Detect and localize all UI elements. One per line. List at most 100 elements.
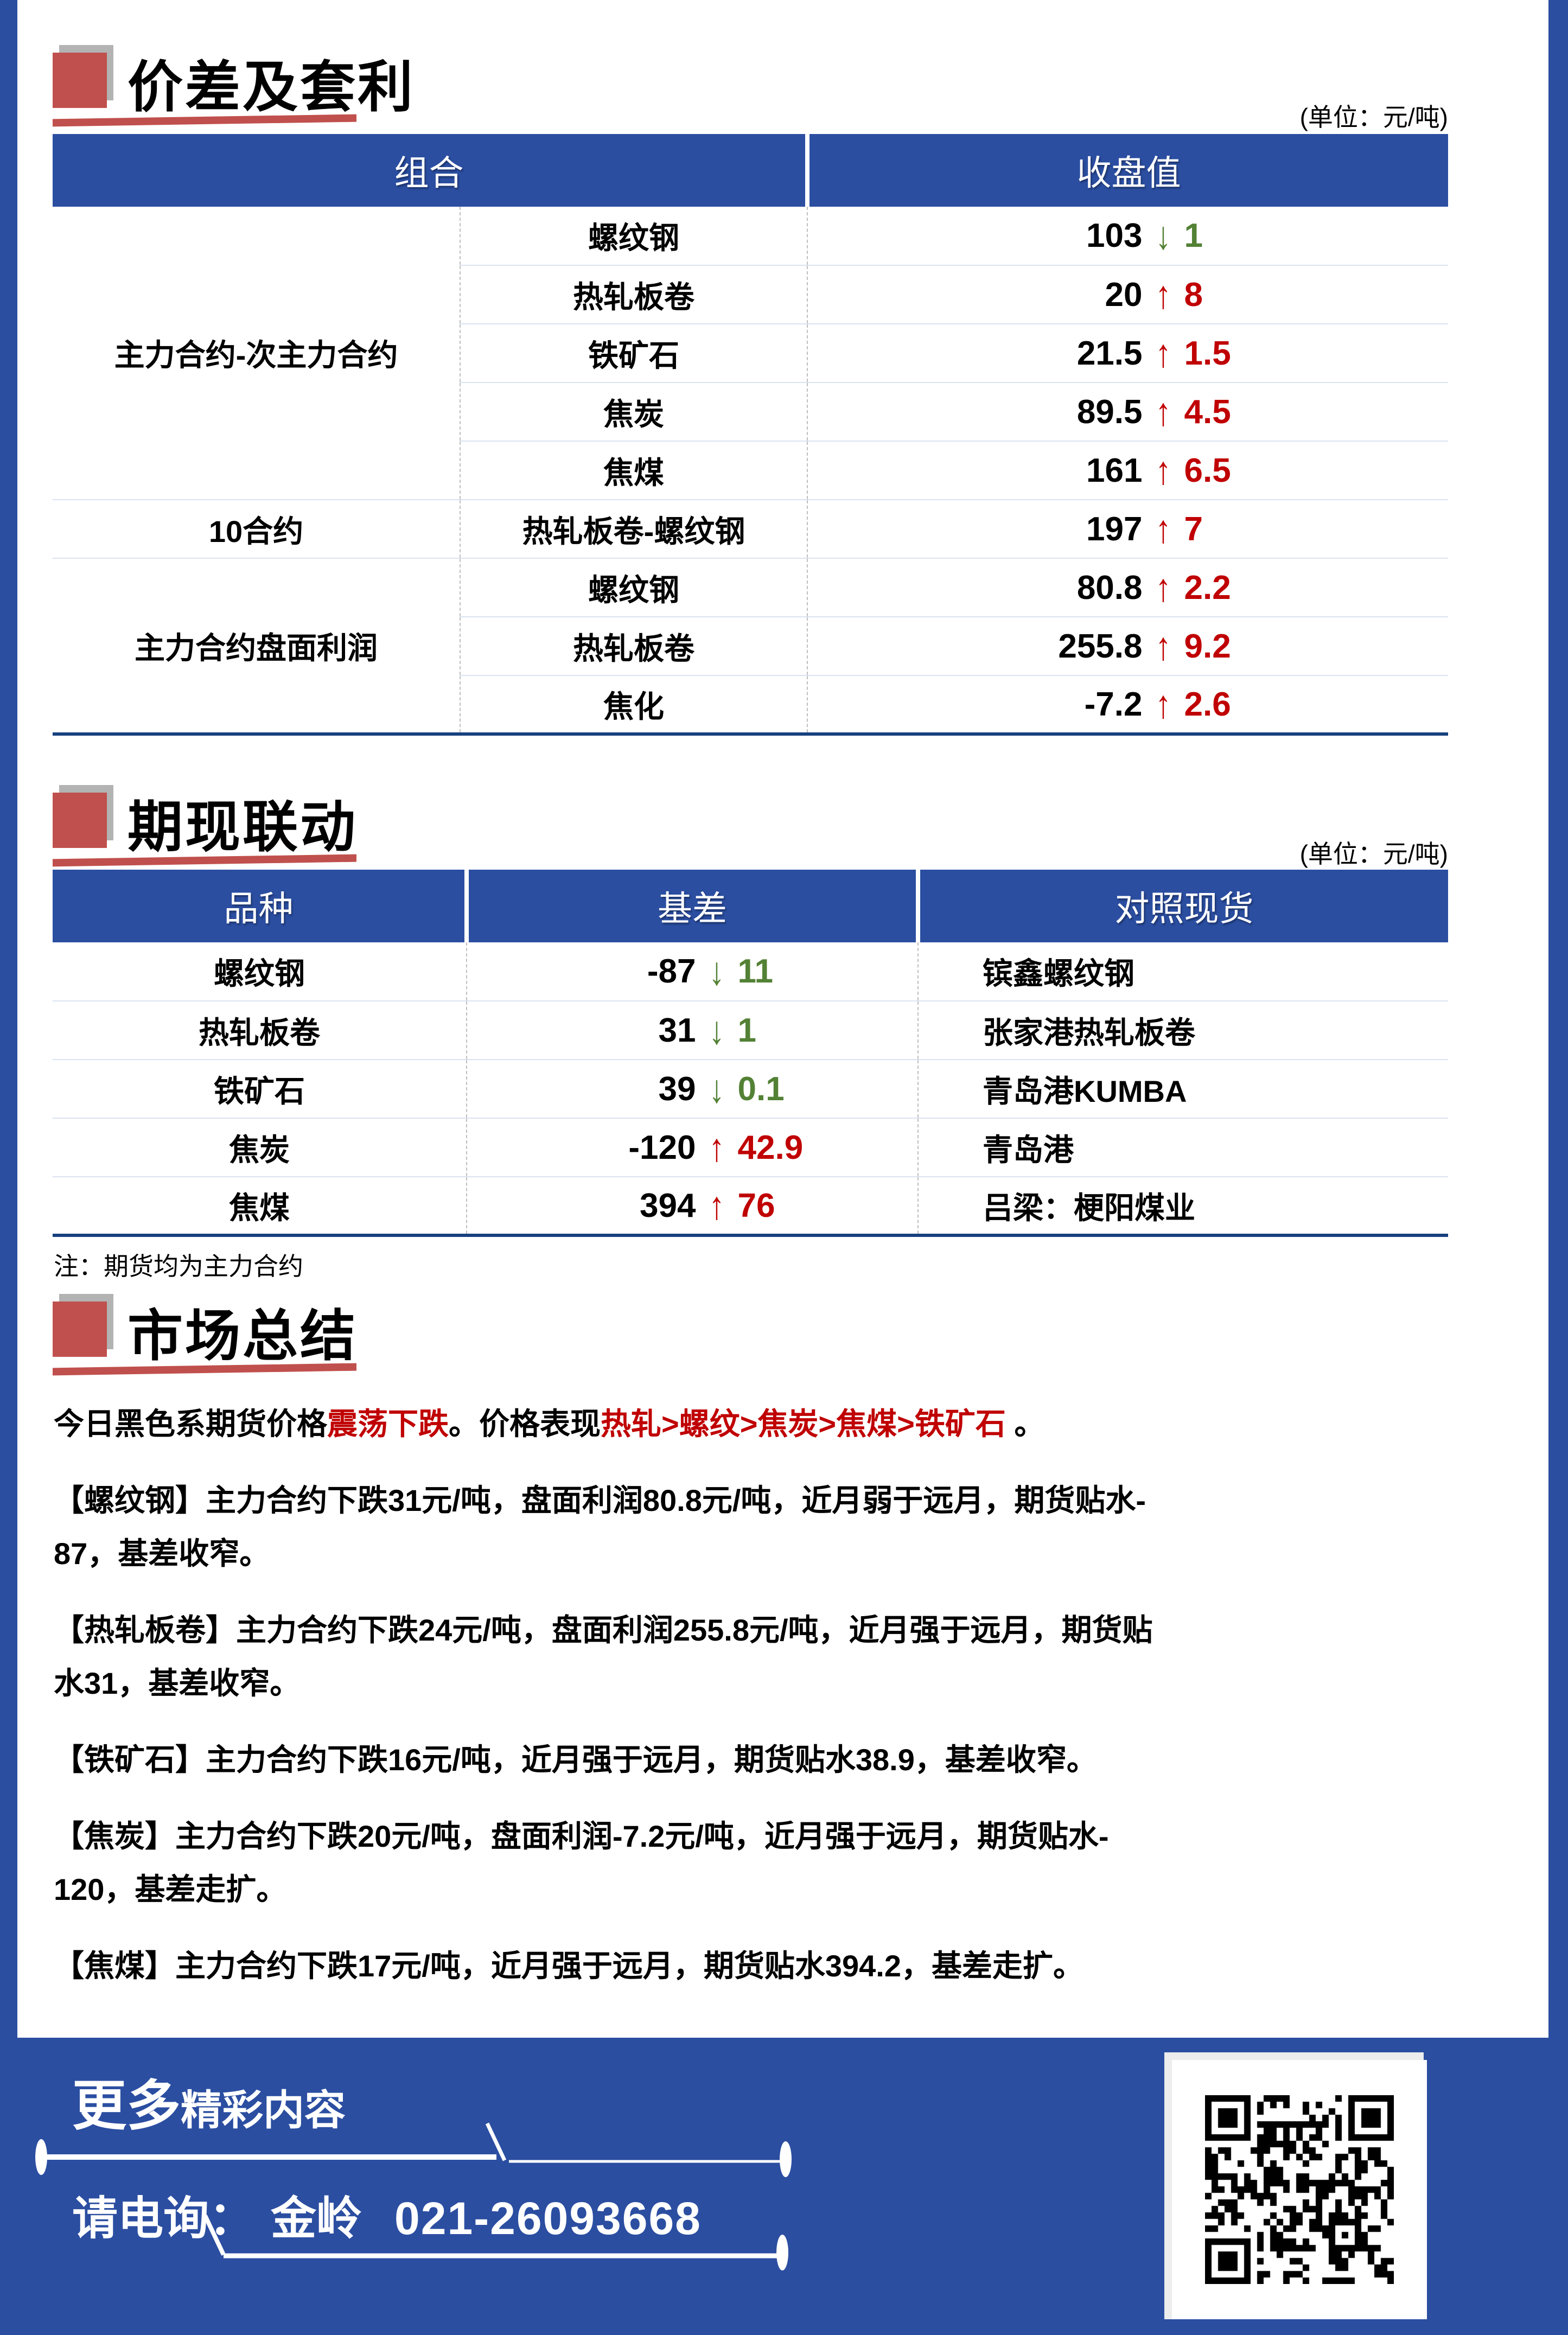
value-cluster: 255.8 ↑ 9.2: [808, 624, 1448, 668]
summary-text-segment: 。: [1005, 1407, 1045, 1441]
section-title: 市场总结: [128, 1305, 358, 1367]
title-underline: [53, 854, 356, 867]
change-value: 42.9: [737, 1128, 804, 1166]
value-cluster: 394 ↑ 76: [467, 1183, 917, 1227]
summary-text-segment: 今日黑色系期货价格: [54, 1407, 327, 1441]
item-cell: 热轧板卷: [460, 265, 807, 324]
summary-text-segment: 87，基差收窄。: [54, 1536, 270, 1571]
value-number: 161: [1086, 451, 1143, 489]
unit-label: (单位：元/吨): [1299, 840, 1448, 868]
table-row: 螺纹钢 -87 ↓ 11 镔鑫螺纹钢: [53, 942, 1448, 1001]
section-head-spread-arbitrage: 价差及套利: [53, 45, 1138, 132]
item-cell: 铁矿石: [53, 1059, 467, 1118]
item-cell: 铁矿石: [460, 323, 807, 382]
up-arrow-icon: ↑: [1155, 565, 1171, 610]
value-number: 394: [640, 1186, 696, 1224]
summary-text-segment: 。价格表现: [449, 1407, 601, 1441]
futures-spot-table: 品种 基差 对照现货 螺纹钢 -87 ↓ 11 镔鑫螺纹钢 热轧板卷 31 ↓ 1 张家港热轧板卷…: [53, 870, 1448, 1237]
summary-paragraph: 【螺纹钢】主力合约下跌31元/吨，盘面利润80.8元/吨，近月弱于远月，期货贴水…: [54, 1474, 1454, 1580]
down-arrow-icon: ↓: [709, 1067, 725, 1111]
change-value: 1: [737, 1011, 756, 1049]
value-cell: 103 ↓ 1: [807, 207, 1448, 265]
table-footnote: 注：期货均为主力合约: [54, 1252, 303, 1280]
value-cluster: 31 ↓ 1: [467, 1008, 917, 1052]
summary-line: 【螺纹钢】主力合约下跌31元/吨，盘面利润80.8元/吨，近月弱于远月，期货贴水…: [54, 1474, 1454, 1527]
table-row: 铁矿石 21.5 ↑ 1.5: [53, 323, 1448, 382]
item-cell: 热轧板卷: [460, 616, 807, 675]
column-header-variety: 品种: [53, 870, 467, 942]
value-number: -120: [628, 1128, 696, 1166]
change-value: 4.5: [1184, 393, 1231, 431]
column-header-basis: 基差: [464, 870, 918, 942]
section-title: 期现联动: [128, 796, 358, 858]
value-cell: 89.5 ↑ 4.5: [807, 382, 1448, 441]
table-row: 热轧板卷 31 ↓ 1 张家港热轧板卷: [53, 1000, 1448, 1060]
value-number: 197: [1086, 510, 1143, 548]
value-number: 20: [1105, 276, 1143, 314]
summary-text-segment: 【焦煤】主力合约下跌17元/吨，近月强于远月，期货贴水394.2，基差走扩。: [54, 1949, 1083, 1983]
item-cell: 螺纹钢: [460, 558, 807, 617]
change-value: 76: [737, 1186, 775, 1224]
column-header-close: 收盘值: [805, 134, 1448, 207]
value-cell: 255.8 ↑ 9.2: [807, 616, 1448, 675]
summary-line: 120，基差走扩。: [54, 1863, 1454, 1916]
value-cell: 39 ↓ 0.1: [466, 1059, 918, 1118]
summary-text-segment: 震荡下跌: [327, 1407, 449, 1441]
table-header-row: 组合 收盘值: [53, 134, 1448, 207]
title-underline: [53, 114, 356, 127]
value-cluster: 197 ↑ 7: [808, 507, 1448, 551]
footer-more-small: 精彩内容: [181, 2088, 346, 2134]
summary-line: 87，基差收窄。: [54, 1527, 1454, 1580]
summary-text-segment: 120，基差走扩。: [54, 1872, 287, 1906]
table-row: 焦炭 89.5 ↑ 4.5: [53, 382, 1448, 441]
value-cell: -7.2 ↑ 2.6: [807, 675, 1448, 734]
up-arrow-icon: ↑: [1155, 272, 1171, 317]
summary-paragraph: 今日黑色系期货价格震荡下跌。价格表现热轧>螺纹>焦炭>焦煤>铁矿石 。: [54, 1398, 1454, 1451]
table-row: 热轧板卷 255.8 ↑ 9.2: [53, 616, 1448, 675]
down-arrow-icon: ↓: [1155, 213, 1171, 258]
change-value: 6.5: [1184, 451, 1231, 489]
value-cell: 31 ↓ 1: [466, 1000, 918, 1060]
summary-text-segment: 水31，基差收窄。: [54, 1666, 301, 1700]
value-number: -87: [647, 953, 696, 990]
contact-name: 金岭: [271, 2193, 362, 2244]
group-cell: 10合约: [53, 499, 460, 558]
change-value: 2.2: [1184, 569, 1231, 607]
summary-paragraph: 【焦煤】主力合约下跌17元/吨，近月强于远月，期货贴水394.2，基差走扩。: [54, 1940, 1454, 1993]
title-block-icon: [53, 1302, 107, 1357]
qr-code: [1205, 2095, 1394, 2284]
table-row: 焦炭 -120 ↑ 42.9 青岛港: [53, 1118, 1448, 1177]
value-cell: 161 ↑ 6.5: [807, 441, 1448, 500]
up-arrow-icon: ↑: [1155, 624, 1171, 668]
summary-text-segment: 热轧>螺纹>焦炭>焦煤>铁矿石: [601, 1407, 1006, 1441]
value-cluster: 80.8 ↑ 2.2: [808, 565, 1448, 609]
item-cell: 焦炭: [460, 382, 807, 441]
summary-line: 【焦炭】主力合约下跌20元/吨，盘面利润-7.2元/吨，近月强于远月，期货贴水-: [54, 1810, 1454, 1863]
up-arrow-icon: ↑: [1155, 390, 1171, 434]
item-cell: 焦煤: [53, 1176, 467, 1235]
contact-phone: 021-26093668: [394, 2193, 702, 2244]
summary-text-segment: 【铁矿石】主力合约下跌16元/吨，近月强于远月，期货贴水38.9，基差收窄。: [54, 1743, 1097, 1777]
footer-divider-ornament: [35, 2122, 792, 2270]
section-head-market-summary: 市场总结: [53, 1294, 1138, 1381]
footer-more-big: 更多: [72, 2076, 181, 2136]
value-number: 103: [1086, 217, 1143, 254]
value-number: 39: [658, 1070, 696, 1108]
value-cell: 394 ↑ 76: [466, 1176, 918, 1235]
value-cell: 21.5 ↑ 1.5: [807, 323, 1448, 382]
summary-paragraph: 【热轧板卷】主力合约下跌24元/吨，盘面利润255.8元/吨，近月强于远月，期货…: [54, 1604, 1454, 1710]
value-cluster: -7.2 ↑ 2.6: [808, 682, 1448, 726]
table-row: 铁矿石 39 ↓ 0.1 青岛港KUMBA: [53, 1059, 1448, 1118]
value-cell: -120 ↑ 42.9: [466, 1118, 918, 1177]
up-arrow-icon: ↑: [1155, 331, 1171, 375]
summary-line: 【焦煤】主力合约下跌17元/吨，近月强于远月，期货贴水394.2，基差走扩。: [54, 1940, 1454, 1993]
change-value: 9.2: [1184, 627, 1231, 665]
summary-text-segment: 【热轧板卷】主力合约下跌24元/吨，盘面利润255.8元/吨，近月强于远月，期货…: [54, 1613, 1153, 1647]
section-head-futures-spot: 期现联动: [53, 785, 1138, 872]
value-cell: 80.8 ↑ 2.2: [807, 558, 1448, 617]
item-cell: 焦炭: [53, 1118, 467, 1177]
section-title: 价差及套利: [128, 56, 415, 118]
item-cell: 螺纹钢: [214, 956, 305, 991]
value-cluster: 20 ↑ 8: [808, 272, 1448, 316]
